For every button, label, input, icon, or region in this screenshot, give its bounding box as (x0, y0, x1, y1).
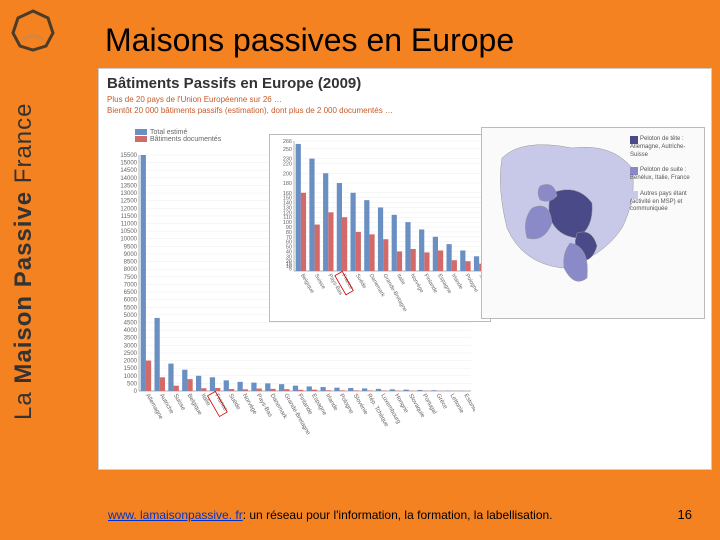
svg-text:Finlande: Finlande (423, 273, 439, 294)
europe-map: Peloton de tête : Allemagne, Autriche-Su… (481, 127, 705, 319)
svg-text:6500: 6500 (124, 290, 138, 296)
svg-text:5500: 5500 (124, 305, 138, 311)
chart-subtitle: Plus de 20 pays de l'Union Européenne su… (107, 95, 393, 117)
chart-panel: Bâtiments Passifs en Europe (2009) Plus … (98, 68, 712, 470)
svg-text:13000: 13000 (120, 191, 137, 197)
svg-text:7500: 7500 (124, 275, 138, 281)
svg-text:4500: 4500 (124, 320, 138, 326)
svg-text:8500: 8500 (124, 260, 138, 266)
svg-text:Pologne: Pologne (464, 273, 479, 293)
svg-text:266: 266 (283, 139, 292, 145)
svg-text:5: 5 (289, 267, 292, 273)
svg-text:14500: 14500 (120, 168, 137, 174)
footer-link[interactable]: www. lamaisonpassive. fr (108, 508, 243, 522)
svg-text:Irlande: Irlande (324, 393, 339, 412)
svg-text:Norvège: Norvège (409, 273, 425, 294)
svg-text:8000: 8000 (124, 267, 138, 273)
svg-text:250: 250 (283, 147, 292, 153)
svg-text:0: 0 (134, 389, 138, 395)
svg-text:13500: 13500 (120, 183, 137, 189)
legend-swatch-1 (135, 129, 147, 135)
svg-text:10000: 10000 (120, 237, 137, 243)
svg-text:Espagne: Espagne (436, 273, 452, 295)
chart-title: Bâtiments Passifs en Europe (2009) (107, 75, 361, 92)
svg-text:Suède: Suède (354, 273, 367, 290)
svg-text:7000: 7000 (124, 282, 138, 288)
svg-text:200: 200 (283, 171, 292, 177)
svg-text:Pologne: Pologne (338, 393, 355, 416)
legend-swatch-2 (135, 136, 147, 142)
svg-text:2000: 2000 (124, 359, 138, 365)
svg-text:15000: 15000 (120, 161, 137, 167)
svg-text:Italie: Italie (395, 273, 406, 286)
page-number: 16 (678, 507, 692, 522)
svg-text:15500: 15500 (120, 153, 137, 159)
slide: La Maison Passive France Maisons passive… (0, 0, 720, 540)
svg-text:1000: 1000 (124, 374, 138, 380)
svg-text:3500: 3500 (124, 336, 138, 342)
svg-text:Suisse: Suisse (313, 273, 326, 290)
svg-text:6000: 6000 (124, 298, 138, 304)
svg-text:12500: 12500 (120, 199, 137, 205)
svg-text:10500: 10500 (120, 229, 137, 235)
svg-text:220: 220 (283, 161, 292, 167)
svg-text:9000: 9000 (124, 252, 138, 258)
svg-text:Suisse: Suisse (172, 393, 187, 412)
svg-text:3000: 3000 (124, 343, 138, 349)
bar-chart-inset: 2662502302202001801601501401301201101009… (269, 134, 491, 322)
sidebar-brand: La Maison Passive France (10, 102, 38, 420)
svg-text:Irlande: Irlande (450, 273, 464, 291)
svg-text:Lettonie: Lettonie (449, 393, 465, 415)
svg-text:Suède: Suède (227, 393, 241, 412)
svg-text:Belgique: Belgique (299, 273, 315, 295)
svg-text:12000: 12000 (120, 206, 137, 212)
svg-text:5000: 5000 (124, 313, 138, 319)
svg-text:1500: 1500 (124, 366, 138, 372)
svg-text:4000: 4000 (124, 328, 138, 334)
svg-text:11500: 11500 (121, 214, 138, 220)
svg-text:11000: 11000 (121, 222, 138, 228)
svg-text:2500: 2500 (124, 351, 138, 357)
svg-text:14000: 14000 (120, 176, 137, 182)
svg-text:180: 180 (283, 181, 292, 187)
slide-title: Maisons passives en Europe (105, 22, 514, 59)
svg-text:9500: 9500 (124, 244, 138, 250)
svg-text:500: 500 (127, 381, 138, 387)
footer: www. lamaisonpassive. fr: un réseau pour… (108, 508, 553, 522)
logo-icon (8, 8, 58, 52)
map-legend: Peloton de tête : Allemagne, Autriche-Su… (630, 136, 700, 222)
svg-text:Grèce: Grèce (435, 393, 449, 411)
chart-legend: Total estimé Bâtiments documentés (135, 129, 221, 143)
